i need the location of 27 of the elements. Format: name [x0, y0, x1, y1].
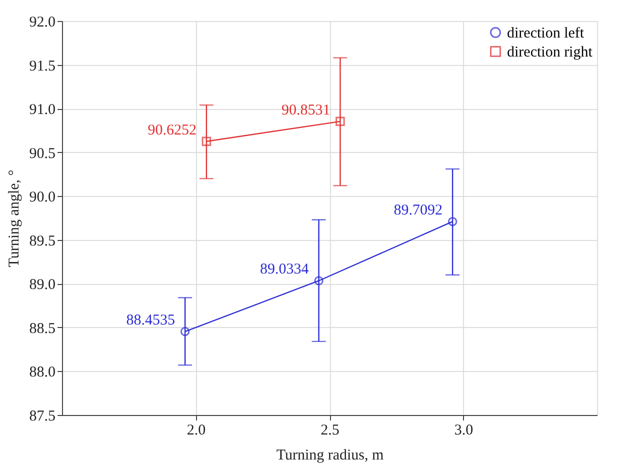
x-tick-label: 2.0	[186, 422, 206, 438]
y-tick-label: 91.5	[29, 58, 56, 74]
y-tick-label: 91.0	[29, 102, 56, 118]
y-tick-label: 87.5	[29, 408, 56, 424]
data-label: 89.0334	[260, 262, 310, 278]
x-tick-label: 2.5	[320, 422, 340, 438]
y-tick-label: 92.0	[29, 14, 56, 30]
legend-label: direction right	[507, 44, 594, 60]
x-tick-label: 3.0	[454, 422, 474, 438]
point	[448, 216, 458, 226]
data-label: 90.6252	[148, 122, 196, 138]
y-tick-label: 90.5	[29, 146, 56, 162]
point	[180, 326, 190, 336]
point	[202, 136, 212, 146]
y-tick-label: 89.5	[29, 233, 56, 250]
point	[336, 116, 345, 126]
point	[314, 276, 324, 286]
legend-label: direction left	[507, 26, 585, 42]
data-label: 88.4535	[126, 312, 176, 329]
x-axis-title: Turning radius, m	[276, 448, 384, 464]
y-tick-label: 88.0	[29, 364, 56, 381]
y-axis-title: Turning angle, °	[6, 170, 22, 268]
data-label: 90.8531	[281, 102, 330, 118]
y-tick-label: 90.0	[29, 190, 56, 206]
data-label: 89.7092	[394, 202, 443, 219]
y-tick-label: 88.5	[29, 320, 56, 337]
y-tick-label: 89.0	[29, 277, 56, 294]
